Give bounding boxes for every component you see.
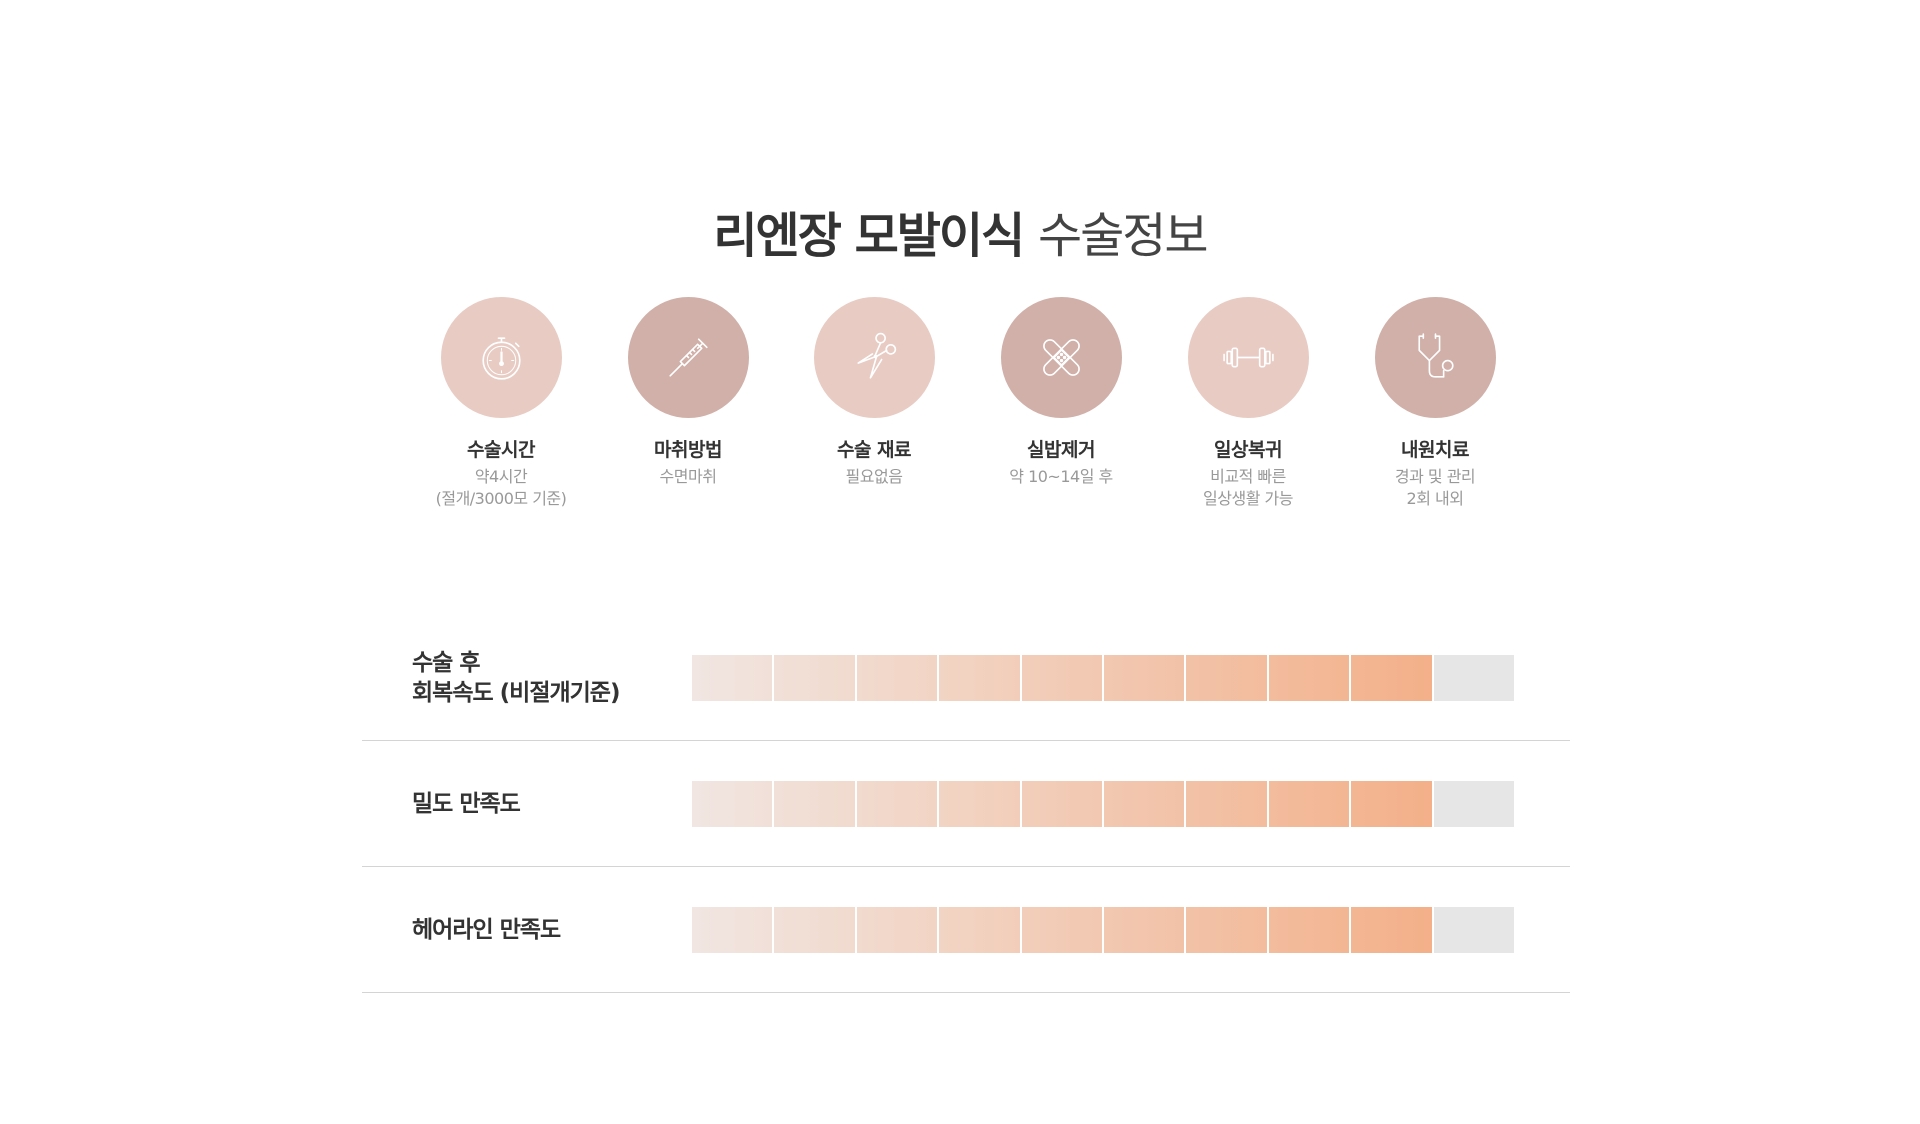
bandage-icon	[1042, 339, 1080, 376]
rating-segment-filled	[692, 781, 773, 827]
rating-row-recovery: 수술 후 회복속도 (비절개기준)	[362, 615, 1570, 741]
rating-segment-filled	[856, 907, 938, 953]
info-circle	[1374, 297, 1496, 418]
rating-bar	[692, 907, 1515, 953]
rating-segment-filled	[692, 655, 773, 701]
rating-label-line: 회복속도 (비절개기준)	[412, 679, 620, 706]
rating-label: 수술 후 회복속도 (비절개기준)	[412, 615, 692, 740]
info-circle	[440, 297, 562, 418]
info-desc: 수면마취	[593, 466, 783, 488]
rating-row-hairline: 헤어라인 만족도	[362, 867, 1570, 993]
info-desc-line: 2회 내외	[1406, 489, 1464, 508]
info-desc-line: 일상생활 가능	[1203, 489, 1293, 508]
rating-segment-filled	[1268, 655, 1350, 701]
info-desc: 약 10~14일 후	[966, 466, 1156, 488]
rating-segment-filled	[1021, 781, 1103, 827]
info-desc-line: 수면마취	[659, 467, 717, 486]
rating-label-line: 밀도 만족도	[412, 790, 521, 817]
info-label: 실밥제거	[1027, 439, 1095, 461]
rating-segment-filled	[856, 781, 938, 827]
surgery-info-list: 수술시간 약4시간 (절개/3000모 기준) 마취방법 수면마취	[0, 297, 1920, 537]
info-circle	[627, 297, 749, 418]
rating-segment-filled	[1186, 781, 1267, 827]
info-label: 수술시간	[467, 439, 535, 461]
info-circle	[1187, 297, 1309, 418]
info-desc: 필요없음	[779, 466, 969, 488]
info-label: 내원치료	[1401, 439, 1469, 461]
rating-label: 헤어라인 만족도	[412, 867, 692, 992]
info-desc: 약4시간 (절개/3000모 기준)	[406, 466, 596, 510]
rating-segment-filled	[1186, 655, 1267, 701]
stopwatch-icon	[481, 337, 521, 380]
rating-segment-filled	[1186, 907, 1267, 953]
info-label: 수술 재료	[836, 439, 912, 461]
rating-label-line: 수술 후	[412, 649, 481, 676]
dumbbell-icon	[1222, 347, 1274, 368]
info-circle	[1000, 297, 1122, 418]
page-title: 리엔장 모발이식 수술정보	[0, 204, 1920, 268]
rating-segment-filled	[1268, 781, 1350, 827]
syringe-icon	[668, 338, 708, 377]
info-item-surgery-time: 수술시간 약4시간 (절개/3000모 기준)	[406, 297, 596, 510]
rating-segment-filled	[939, 907, 1020, 953]
rating-segment-filled	[774, 781, 855, 827]
ratings-table: 수술 후 회복속도 (비절개기준) 밀도 만족도 헤어라인 만족도	[362, 615, 1570, 993]
info-desc-line: 약 10~14일 후	[1009, 467, 1113, 486]
rating-segment-filled	[1104, 907, 1185, 953]
stethoscope-icon	[1417, 333, 1454, 378]
info-item-daily-return: 일상복귀 비교적 빠른 일상생활 가능	[1153, 297, 1343, 510]
rating-segment-filled	[1351, 655, 1432, 701]
info-desc-line: 약4시간	[474, 467, 528, 486]
info-desc-line: 비교적 빠른	[1210, 467, 1286, 486]
rating-label-line: 헤어라인 만족도	[412, 916, 561, 943]
rating-row-density: 밀도 만족도	[362, 741, 1570, 867]
scissors-icon	[856, 332, 896, 379]
rating-bar	[692, 655, 1515, 701]
rating-segment-filled	[774, 907, 855, 953]
rating-segment-filled	[774, 655, 855, 701]
info-desc-line: (절개/3000모 기준)	[435, 489, 567, 508]
rating-bar	[692, 781, 1515, 827]
page-title-strong: 리엔장 모발이식	[713, 208, 1025, 265]
rating-segment-filled	[1104, 655, 1185, 701]
info-item-follow-up: 내원치료 경과 및 관리 2회 내외	[1340, 297, 1530, 510]
rating-segment-filled	[939, 781, 1020, 827]
rating-segment-filled	[1104, 781, 1185, 827]
info-item-materials: 수술 재료 필요없음	[779, 297, 969, 488]
rating-segment-filled	[1021, 907, 1103, 953]
info-label: 마취방법	[654, 439, 722, 461]
info-item-anesthesia: 마취방법 수면마취	[593, 297, 783, 488]
info-desc-line: 필요없음	[845, 467, 903, 486]
rating-segment-empty	[1433, 907, 1515, 953]
info-label: 일상복귀	[1214, 439, 1282, 461]
rating-segment-filled	[692, 907, 773, 953]
rating-segment-filled	[856, 655, 938, 701]
rating-segment-empty	[1433, 781, 1515, 827]
rating-segment-filled	[939, 655, 1020, 701]
info-circle	[813, 297, 935, 418]
rating-segment-filled	[1021, 655, 1103, 701]
info-item-stitch-removal: 실밥제거 약 10~14일 후	[966, 297, 1156, 488]
info-desc: 경과 및 관리 2회 내외	[1340, 466, 1530, 510]
rating-segment-empty	[1433, 655, 1515, 701]
page-title-light: 수술정보	[1037, 208, 1209, 265]
rating-segment-filled	[1268, 907, 1350, 953]
rating-segment-filled	[1351, 781, 1432, 827]
rating-segment-filled	[1351, 907, 1432, 953]
info-desc-line: 경과 및 관리	[1394, 467, 1476, 486]
info-desc: 비교적 빠른 일상생활 가능	[1153, 466, 1343, 510]
rating-label: 밀도 만족도	[412, 741, 692, 866]
